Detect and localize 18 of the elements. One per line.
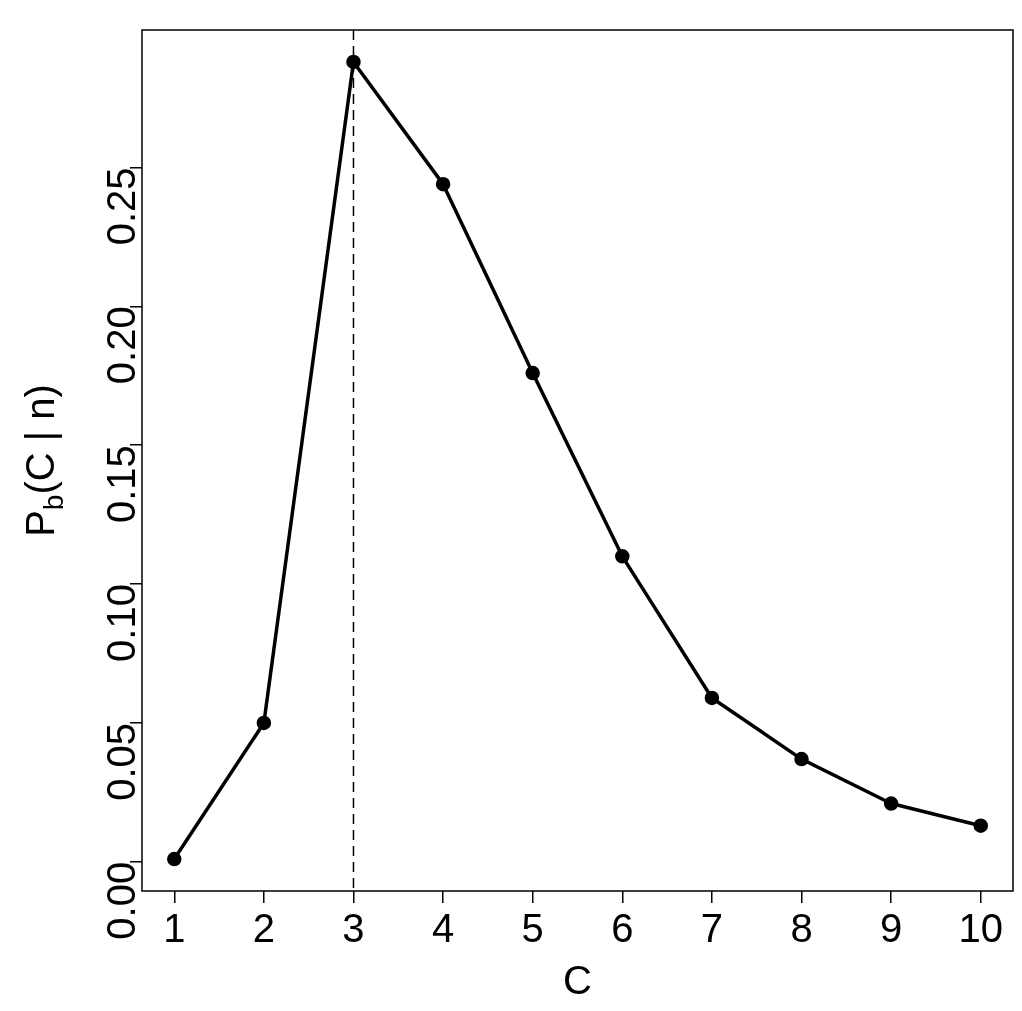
- x-tick-label: 6: [611, 906, 634, 951]
- x-tick-label: 2: [252, 906, 275, 951]
- x-tick-label: 3: [342, 906, 365, 951]
- x-tick-label: 5: [521, 906, 544, 951]
- x-tick-label: 10: [958, 906, 1003, 951]
- x-tick-label: 7: [700, 906, 724, 951]
- y-tick-label: 0.00: [99, 861, 144, 940]
- y-tick-label: 0.20: [99, 306, 144, 385]
- y-tick-label: 0.15: [99, 445, 144, 524]
- x-tick-label: 9: [880, 906, 903, 951]
- x-tick-label: 8: [790, 906, 813, 951]
- y-tick-label: 0.05: [99, 722, 144, 801]
- y-tick-label: 0.25: [99, 167, 144, 246]
- y-tick-label: 0.10: [99, 584, 144, 662]
- x-tick-label: 4: [431, 906, 455, 951]
- x-tick-label: 1: [163, 906, 186, 951]
- x-axis-title: C: [563, 958, 592, 1003]
- y-axis-title: Pb(C | n): [18, 384, 69, 537]
